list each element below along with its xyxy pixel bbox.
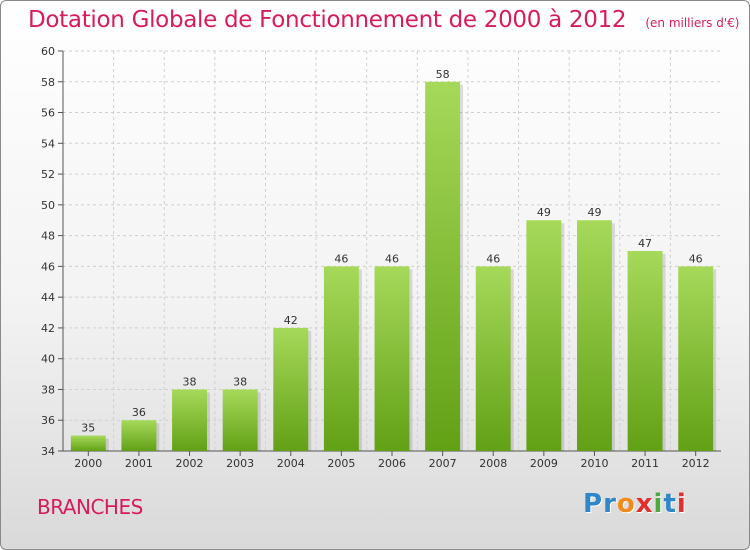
y-tick-label: 60 (41, 45, 55, 58)
bar-2008 (475, 266, 511, 451)
bar-2005 (323, 266, 359, 451)
title-row: Dotation Globale de Fonctionnement de 20… (28, 7, 739, 33)
bar-2002 (172, 389, 208, 451)
y-tick-label: 54 (41, 137, 55, 150)
bar-2000 (70, 435, 106, 451)
x-tick-label: 2007 (429, 457, 457, 470)
value-label: 46 (486, 252, 500, 265)
value-label: 38 (183, 375, 197, 388)
chart-subtitle: (en milliers d'€) (645, 16, 740, 30)
x-tick-label: 2011 (631, 457, 659, 470)
logo-letter: r (603, 489, 617, 519)
x-tick-label: 2010 (580, 457, 608, 470)
proxiti-logo: Proxiti (583, 489, 687, 519)
value-label: 35 (81, 422, 95, 435)
y-tick-label: 40 (41, 353, 55, 366)
y-tick-label: 36 (41, 414, 55, 427)
y-tick-label: 44 (41, 291, 55, 304)
bars (70, 81, 717, 452)
bar-2004 (273, 327, 309, 451)
value-label: 49 (537, 206, 551, 219)
x-tick-label: 2008 (479, 457, 507, 470)
logo-letter: t (663, 489, 677, 519)
y-tick-label: 56 (41, 107, 55, 120)
value-label: 38 (233, 375, 247, 388)
x-tick-label: 2012 (682, 457, 710, 470)
y-tick-label: 58 (41, 76, 55, 89)
value-label: 46 (689, 252, 703, 265)
y-tick-label: 50 (41, 199, 55, 212)
logo-letter: x (635, 489, 654, 519)
x-tick-label: 2002 (176, 457, 204, 470)
logo-letter: i (676, 489, 687, 519)
bar-2003 (222, 389, 258, 451)
x-tick-label: 2000 (74, 457, 102, 470)
bar-2011 (627, 251, 663, 451)
x-tick-label: 2003 (226, 457, 254, 470)
y-tick-label: 34 (41, 445, 55, 458)
bar-2006 (374, 266, 410, 451)
bar-2012 (678, 266, 714, 451)
logo-letter: i (653, 489, 664, 519)
bar-2009 (526, 220, 562, 451)
x-tick-label: 2005 (327, 457, 355, 470)
value-label: 42 (284, 314, 298, 327)
bar-2001 (121, 420, 157, 451)
y-tick-label: 46 (41, 260, 55, 273)
x-tick-label: 2009 (530, 457, 558, 470)
value-label: 36 (132, 406, 146, 419)
y-tick-label: 38 (41, 383, 55, 396)
logo-letter: P (583, 489, 604, 519)
value-label: 46 (334, 252, 348, 265)
bar-2007 (425, 81, 461, 452)
labels: 34 36 38 40 42 44 46 48 50 52 54 56 58 60 35 2000 36 2001… (41, 45, 710, 470)
chart-title: Dotation Globale de Fonctionnement de 20… (28, 7, 627, 33)
value-label: 46 (385, 252, 399, 265)
value-label: 47 (638, 237, 652, 250)
x-tick-label: 2001 (125, 457, 153, 470)
x-tick-label: 2004 (277, 457, 305, 470)
x-tick-label: 2006 (378, 457, 406, 470)
value-label: 58 (436, 68, 450, 81)
logo-letter: o (616, 489, 636, 519)
town-name: BRANCHES (37, 495, 143, 519)
y-tick-label: 48 (41, 230, 55, 243)
y-tick-label: 52 (41, 168, 55, 181)
y-tick-label: 42 (41, 322, 55, 335)
bar-2010 (576, 220, 612, 451)
value-label: 49 (587, 206, 601, 219)
